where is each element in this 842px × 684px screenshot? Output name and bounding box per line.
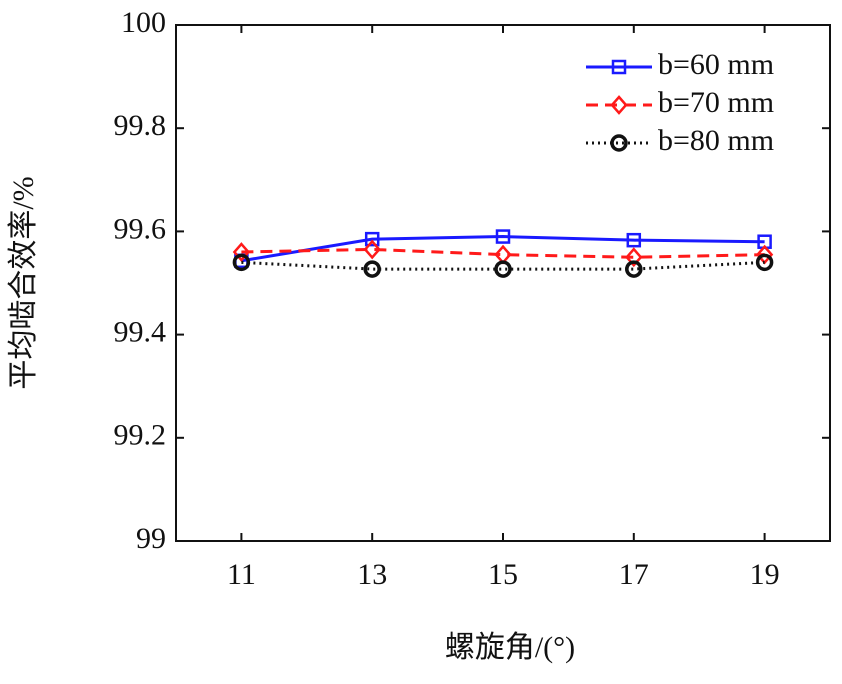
marker — [363, 239, 381, 260]
marker — [611, 59, 627, 75]
marker — [363, 260, 381, 278]
y-tick-label: 99 — [136, 522, 166, 555]
marker — [610, 134, 628, 152]
y-tick-label: 99.4 — [114, 315, 167, 348]
marker — [625, 260, 643, 278]
marker — [232, 242, 251, 262]
marker — [626, 232, 642, 248]
x-axis-label: 螺旋角/(°) — [445, 631, 575, 664]
marker — [364, 231, 380, 247]
marker — [232, 253, 251, 272]
marker — [494, 260, 512, 278]
y-tick-label: 99.8 — [114, 109, 167, 142]
series-line — [241, 247, 765, 259]
marker — [610, 95, 628, 115]
y-tick-label: 99.6 — [114, 212, 167, 245]
marker — [495, 229, 511, 244]
legend-label: b=70 mm — [658, 86, 774, 119]
y-tick-label: 99.2 — [114, 419, 167, 452]
legend-label: b=80 mm — [658, 124, 774, 157]
marker — [755, 253, 774, 272]
marker — [625, 247, 643, 268]
series-line — [241, 235, 765, 263]
x-tick-label: 15 — [488, 558, 518, 591]
y-tick-label: 100 — [121, 6, 166, 39]
x-tick-label: 19 — [750, 558, 780, 591]
x-tick-label: 13 — [357, 558, 387, 591]
x-tick-label: 11 — [227, 558, 256, 591]
x-tick-label: 17 — [619, 558, 649, 591]
legend-label: b=60 mm — [658, 48, 774, 81]
y-axis-label: 平均啮合效率/% — [7, 176, 40, 389]
